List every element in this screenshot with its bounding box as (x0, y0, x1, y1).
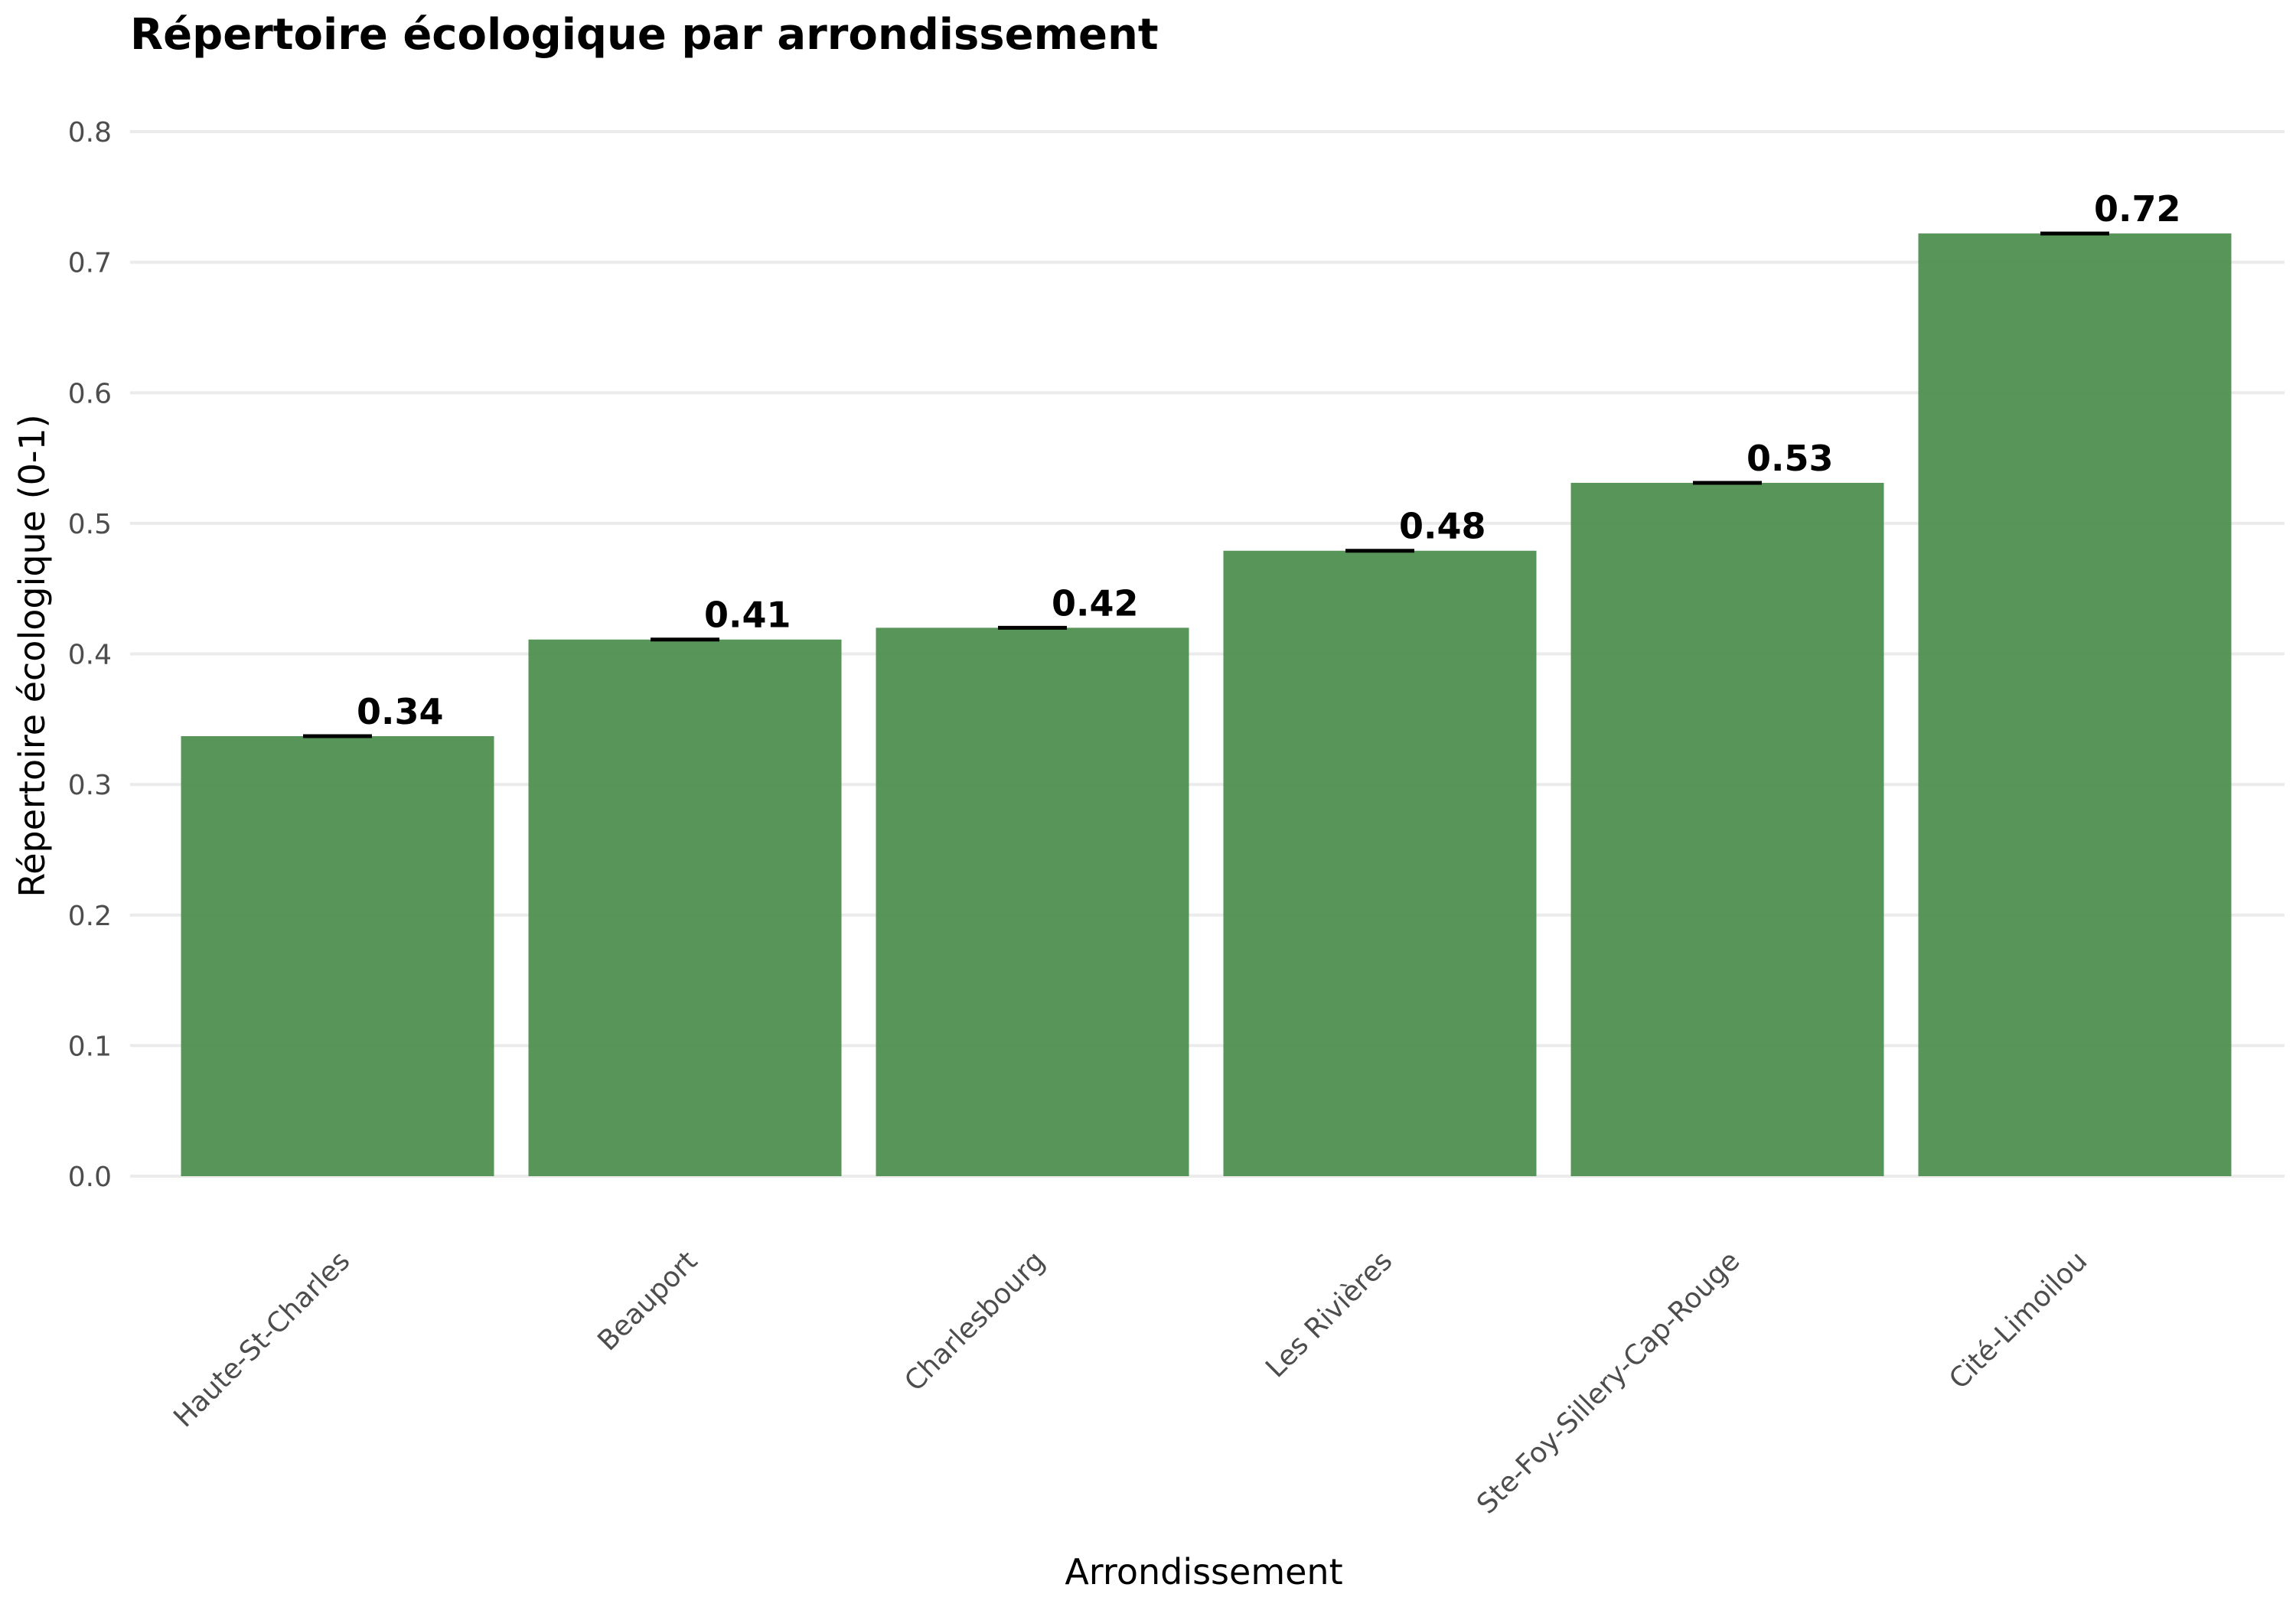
data-label: 0.34 (357, 691, 444, 732)
x-tick-label: Beauport (592, 1245, 703, 1357)
data-labels: 0.34 0.41 0.42 0.48 0.53 0.72 (357, 188, 2181, 732)
y-tick-label: 0.3 (68, 770, 112, 801)
x-tick-label: Haute-St-Charles (168, 1245, 356, 1433)
y-tick-label: 0.6 (68, 378, 112, 409)
y-axis-title: Répertoire écologique (0-1) (11, 414, 53, 897)
y-tick-label: 0.8 (68, 117, 112, 148)
bar (1223, 550, 1537, 1176)
bar (181, 735, 494, 1176)
bar (528, 639, 842, 1176)
value-markers (303, 231, 2109, 738)
y-tick-label: 0.7 (68, 248, 112, 279)
data-label: 0.41 (704, 595, 791, 636)
bar (876, 627, 1189, 1176)
y-tick-label: 0.1 (68, 1031, 112, 1062)
x-tick-label: Cité-Limoilou (1943, 1245, 2093, 1395)
y-tick-label: 0.0 (68, 1162, 112, 1193)
x-axis-title: Arrondissement (1065, 1551, 1342, 1592)
y-axis-ticks: 0.0 0.1 0.2 0.3 0.4 0.5 0.6 0.7 0.8 (68, 117, 112, 1193)
x-axis-ticks: Haute-St-Charles Beauport Charlesbourg Les … (168, 1245, 2093, 1520)
bar (1918, 233, 2232, 1176)
data-label: 0.53 (1746, 438, 1834, 479)
data-label: 0.42 (1052, 582, 1139, 624)
data-label: 0.72 (2094, 188, 2181, 230)
y-tick-label: 0.2 (68, 901, 112, 932)
chart-title: Répertoire écologique par arrondissement (130, 10, 1159, 60)
x-tick-label: Les Rivières (1260, 1245, 1398, 1384)
bars (181, 233, 2232, 1176)
bar (1570, 482, 1884, 1176)
data-label: 0.48 (1399, 506, 1486, 547)
x-tick-label: Ste-Foy-Sillery-Cap-Rouge (1471, 1245, 1746, 1520)
y-tick-label: 0.4 (68, 640, 112, 671)
x-tick-label: Charlesbourg (899, 1245, 1051, 1397)
y-tick-label: 0.5 (68, 509, 112, 540)
